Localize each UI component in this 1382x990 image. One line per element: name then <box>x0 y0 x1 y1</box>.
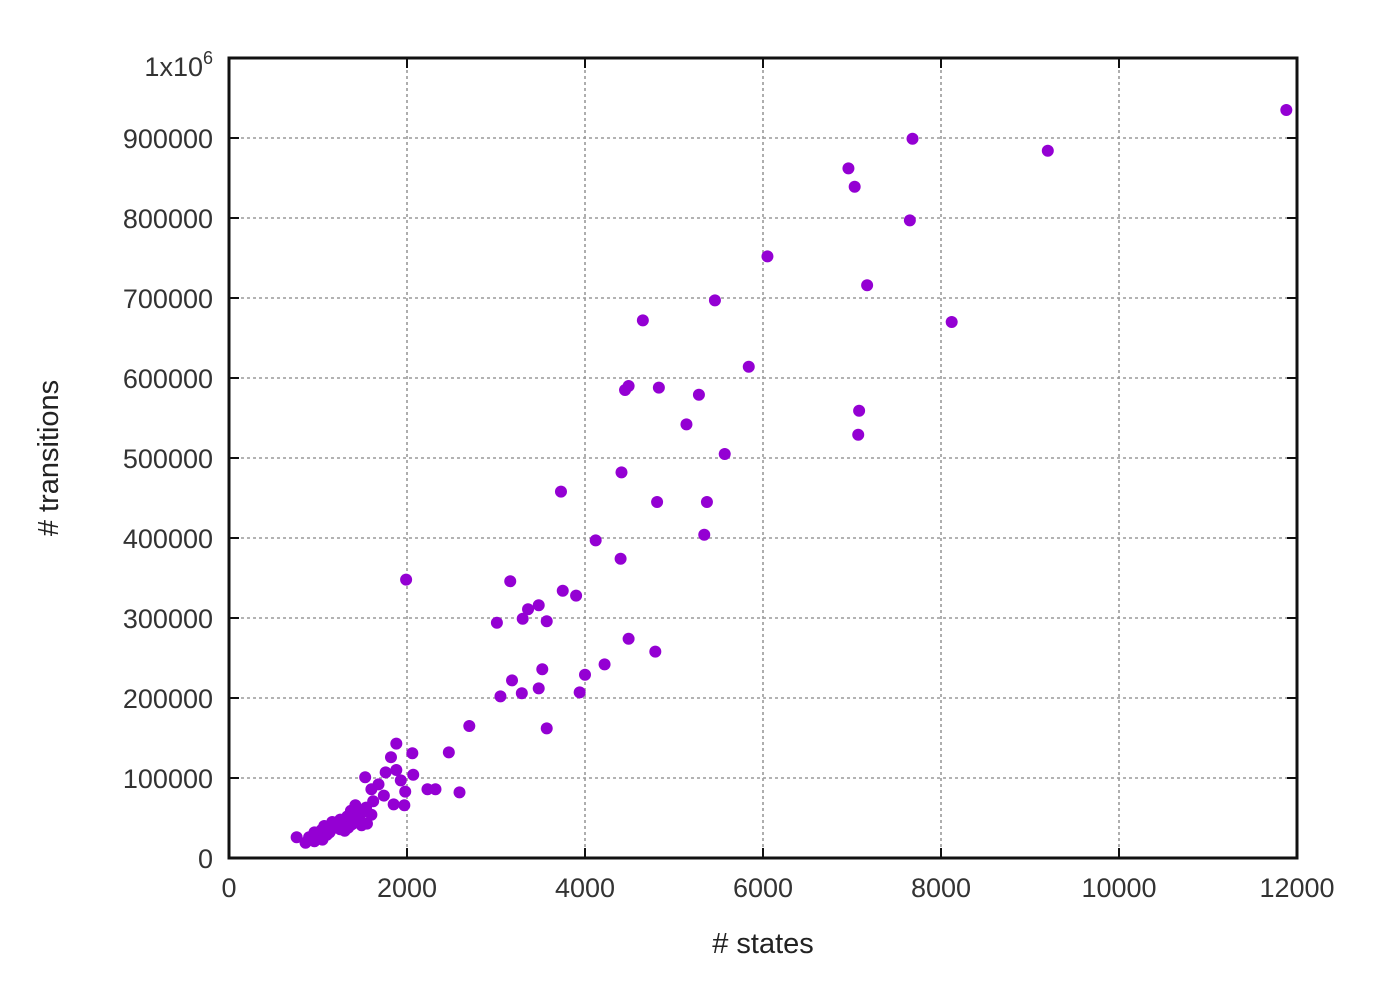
data-point <box>442 746 455 759</box>
y-tick-label: 0 <box>198 844 213 874</box>
data-point <box>761 250 774 263</box>
data-point <box>290 831 303 844</box>
x-tick-label: 10000 <box>1081 873 1156 903</box>
data-point <box>355 819 368 832</box>
data-point <box>852 428 865 441</box>
data-point <box>570 589 583 602</box>
data-point <box>906 132 919 145</box>
data-point <box>421 783 434 796</box>
data-point <box>532 682 545 695</box>
data-point <box>379 766 392 779</box>
data-point <box>622 632 635 645</box>
data-point <box>652 381 665 394</box>
data-point <box>398 799 411 812</box>
y-tick-label: 800000 <box>123 204 213 234</box>
data-point <box>399 785 412 798</box>
data-point <box>390 764 403 776</box>
data-point <box>463 720 476 732</box>
data-point <box>359 771 372 784</box>
data-point <box>649 645 662 658</box>
y-top-tick-exponent: 6 <box>203 48 213 68</box>
axis-ticks: 0 2000 4000 6000 8000 10000 12000 0 100000 200000… <box>123 57 1335 903</box>
data-point <box>708 294 721 307</box>
data-point <box>453 786 466 799</box>
data-point <box>848 180 861 193</box>
y-top-tick-base: 1x10 <box>144 52 203 82</box>
data-point <box>406 747 419 760</box>
data-point <box>540 615 553 628</box>
data-point <box>692 388 705 401</box>
data-point <box>516 612 529 625</box>
data-point <box>384 751 397 764</box>
data-point <box>554 485 567 498</box>
grid <box>229 58 1297 858</box>
data-point <box>506 674 519 687</box>
data-point <box>299 836 312 849</box>
data-point <box>651 496 664 508</box>
data-point <box>598 658 611 671</box>
data-point <box>579 668 591 681</box>
data-point <box>407 768 420 781</box>
data-point <box>615 466 628 479</box>
data-point <box>614 552 627 565</box>
data-points <box>290 104 1293 849</box>
data-point <box>387 798 400 811</box>
x-tick-label: 4000 <box>555 873 615 903</box>
data-point <box>328 816 341 829</box>
data-point <box>377 789 390 802</box>
data-point <box>515 687 528 700</box>
y-tick-label: 200000 <box>123 684 213 714</box>
data-point <box>945 316 958 328</box>
y-tick-label: 900000 <box>123 124 213 154</box>
data-point <box>589 534 602 547</box>
data-point <box>494 690 507 703</box>
data-point <box>636 314 649 327</box>
data-point <box>903 214 916 227</box>
data-point <box>842 162 855 175</box>
y-axis-title: # transitions <box>33 380 65 536</box>
x-tick-label: 0 <box>221 873 236 903</box>
x-tick-label: 6000 <box>733 873 793 903</box>
data-point <box>308 835 321 848</box>
data-point <box>861 279 874 292</box>
y-tick-label: 300000 <box>123 604 213 634</box>
y-tick-label: 100000 <box>123 764 213 794</box>
data-point <box>522 603 535 616</box>
x-tick-label: 8000 <box>911 873 971 903</box>
data-point <box>718 448 731 460</box>
data-point <box>365 783 378 796</box>
x-tick-label: 2000 <box>377 873 437 903</box>
y-tick-label: 400000 <box>123 524 213 554</box>
y-top-tick-label: 1x106 <box>144 48 213 82</box>
x-axis-title: # states <box>712 928 814 960</box>
data-point <box>342 821 355 834</box>
data-point <box>742 360 755 373</box>
x-tick-label: 12000 <box>1259 873 1334 903</box>
data-point <box>390 737 403 750</box>
y-tick-label: 700000 <box>123 284 213 314</box>
data-point <box>394 774 407 787</box>
data-point <box>700 496 713 508</box>
data-point <box>619 384 632 396</box>
data-point <box>573 686 586 699</box>
data-point <box>680 418 693 431</box>
data-point <box>556 584 569 597</box>
data-point <box>540 722 553 735</box>
y-tick-label: 500000 <box>123 444 213 474</box>
data-point <box>1280 104 1293 116</box>
data-point <box>853 404 866 417</box>
data-point <box>532 599 545 612</box>
data-point <box>504 575 517 588</box>
data-point <box>698 528 711 541</box>
y-tick-label: 600000 <box>123 364 213 394</box>
data-point <box>536 663 549 676</box>
data-point <box>490 616 503 629</box>
data-point <box>400 573 413 586</box>
data-point <box>1041 144 1054 157</box>
